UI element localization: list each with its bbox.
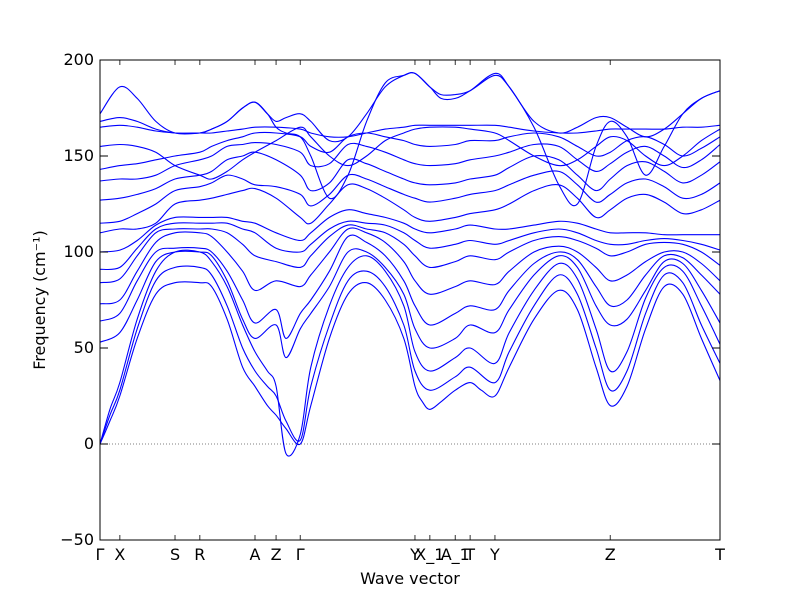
sym-point-label: R: [194, 545, 205, 564]
plot-frame: [99, 59, 721, 541]
x-axis-label: Wave vector: [360, 569, 460, 588]
sym-point-label: S: [170, 545, 180, 564]
band-line-5: [99, 227, 721, 305]
band-line-12: [99, 142, 721, 182]
y-axis-label: Frequency (cm⁻¹): [30, 230, 49, 369]
sym-point-label: Γ: [296, 545, 305, 564]
band-line-10: [99, 170, 721, 224]
band-line-6: [99, 224, 721, 284]
band-line-11: [99, 151, 721, 201]
y-tick-label: −50: [60, 530, 94, 549]
sym-point-label: Z: [605, 545, 616, 564]
sym-point-label: Y: [489, 545, 500, 564]
series-lines: [99, 72, 721, 457]
band-line-1: [99, 265, 721, 445]
high-symmetry-ticks: Γ X S R A Z Γ YX_1A_1T Y Z T: [96, 60, 725, 565]
sym-point-label: T: [714, 545, 725, 564]
band-line-8: [99, 209, 720, 253]
sym-point-label: Y: [409, 545, 420, 564]
sym-point-label: Γ: [96, 545, 105, 564]
y-tick-label: 100: [63, 242, 94, 261]
sym-point-label: X_1: [415, 545, 444, 565]
sym-point-label: Z: [271, 545, 282, 564]
band-line-15: [99, 124, 721, 138]
sym-point-label: A_1: [441, 545, 470, 565]
y-tick-label: 200: [63, 50, 94, 69]
band-line-16: [99, 72, 721, 143]
band-line-17: [99, 72, 721, 207]
band-line-0: [99, 281, 721, 446]
band-line-13: [99, 131, 721, 170]
y-tick-label: 50: [74, 338, 94, 357]
sym-point-label: T: [464, 545, 475, 564]
sym-point-label: A: [250, 545, 261, 564]
band-line-7: [99, 220, 721, 271]
y-axis-ticks: −50 0 50 100 150 200: [60, 50, 720, 549]
y-tick-label: 150: [63, 146, 94, 165]
band-line-14: [99, 126, 721, 180]
band-line-9: [99, 183, 721, 234]
sym-point-label: X: [114, 545, 125, 564]
band-line-3: [99, 248, 721, 359]
band-line-4: [99, 234, 721, 339]
y-tick-label: 0: [84, 434, 94, 453]
